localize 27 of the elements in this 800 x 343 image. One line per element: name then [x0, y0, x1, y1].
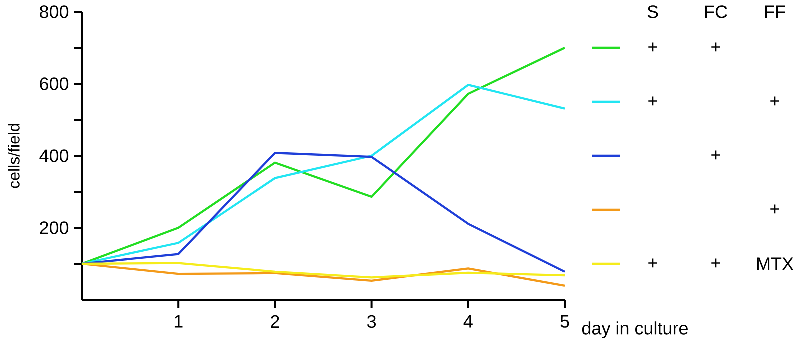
x-tick-label: 5	[560, 315, 570, 328]
text: FC	[705, 6, 728, 18]
text: +	[770, 204, 780, 214]
text: FF	[765, 6, 786, 18]
text: S	[648, 6, 658, 18]
line-series	[80, 46, 566, 266]
y-tick-label: 800	[40, 6, 69, 18]
text: MTX	[757, 258, 794, 270]
text: +	[712, 42, 720, 52]
x-axis-title: day in culture	[582, 322, 688, 338]
y-tick-label: 200	[40, 222, 69, 234]
text: +	[648, 258, 658, 268]
line-series	[80, 84, 566, 266]
x-tick-label: 3	[367, 315, 376, 328]
x-tick-label: 1	[174, 315, 183, 328]
line-series	[80, 152, 566, 273]
text: +	[648, 96, 658, 106]
text: +	[648, 42, 658, 52]
line-series	[80, 262, 566, 279]
x-tick-label: 4	[464, 315, 473, 328]
text: +	[770, 96, 780, 106]
x-tick-label: 2	[271, 315, 280, 328]
text: +	[712, 258, 720, 268]
y-axis-title: cells/field	[8, 124, 20, 188]
text: +	[712, 150, 720, 160]
y-tick-label: 600	[40, 78, 69, 90]
y-tick-label: 400	[40, 150, 69, 162]
